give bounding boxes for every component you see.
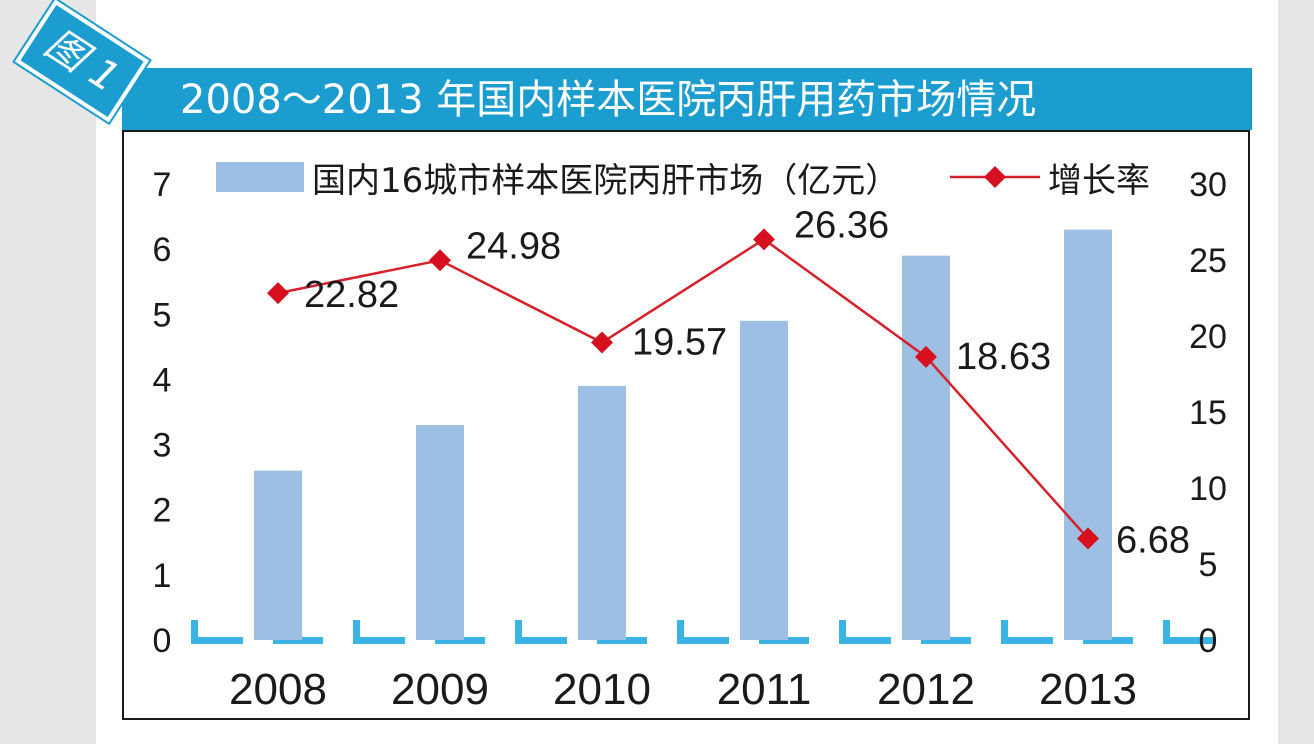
data-label-2012: 18.63: [956, 336, 1051, 378]
title-banner: [122, 68, 1252, 130]
axis-dash-tick: [1163, 620, 1170, 644]
axis-dash: [1083, 637, 1133, 644]
marker-2011: [753, 228, 775, 251]
bar-2013: [1064, 229, 1112, 640]
y-right-tick: 10: [1189, 470, 1227, 508]
axis-dash-tick: [1001, 620, 1008, 644]
y-left-tick: 3: [153, 427, 172, 465]
data-label-2008: 22.82: [304, 274, 399, 316]
y-left-tick: 7: [153, 166, 172, 204]
chart-title: 2008～2013 年国内样本医院丙肝用药市场情况: [180, 77, 1037, 123]
x-tick-2012: 2012: [877, 665, 975, 714]
growth-line: [277, 237, 1089, 540]
y-right-tick: 15: [1189, 394, 1227, 432]
y-left-tick: 1: [153, 557, 172, 595]
x-tick-2010: 2010: [553, 665, 651, 714]
axis-dash: [839, 637, 891, 644]
bar-2008: [254, 470, 302, 640]
bar-2011: [740, 320, 788, 640]
y-right-tick: 20: [1189, 318, 1227, 356]
marker-2013: [1077, 527, 1099, 550]
axis-dash-tick: [515, 620, 522, 644]
y-left-tick: 2: [153, 492, 172, 530]
bar-series: [254, 229, 1112, 640]
y-left-tick: 5: [153, 296, 172, 334]
x-axis-ticks: 2008 2009 2010 2011 2012 2013: [229, 665, 1137, 714]
axis-dash: [1163, 637, 1215, 644]
marker-2009: [429, 249, 451, 272]
data-label-2011: 26.36: [794, 204, 889, 246]
marker-2008: [267, 282, 289, 305]
axis-dash: [597, 637, 647, 644]
bar-2012: [902, 255, 950, 640]
y-left-tick: 0: [153, 622, 172, 660]
y-axis-left-ticks: 0 1 2 3 4 5 6 7: [153, 166, 172, 660]
legend-line-label: 增长率: [1048, 161, 1150, 201]
legend: 国内16城市样本医院丙肝市场（亿元） 增长率: [216, 161, 1150, 201]
axis-dash-tick: [839, 620, 846, 644]
x-axis-dashes: [191, 620, 1215, 644]
legend-bar-label: 国内16城市样本医院丙肝市场（亿元）: [312, 161, 899, 201]
axis-dash: [353, 637, 405, 644]
legend-bar-swatch: [216, 162, 304, 192]
data-label-2010: 19.57: [632, 322, 727, 364]
y-left-tick: 4: [153, 361, 172, 399]
legend-line-marker: [984, 166, 1006, 188]
marker-2010: [591, 331, 613, 354]
axis-dash: [1001, 637, 1053, 644]
y-right-tick: 0: [1199, 622, 1218, 660]
axis-dash: [435, 637, 485, 644]
bar-2010: [578, 385, 626, 640]
axis-dash: [515, 637, 567, 644]
x-tick-2011: 2011: [717, 665, 812, 714]
y-right-tick: 30: [1189, 166, 1227, 204]
y-right-tick: 5: [1199, 546, 1218, 584]
growth-markers: [267, 228, 1099, 550]
bar-2009: [416, 425, 464, 640]
x-tick-2013: 2013: [1039, 665, 1137, 714]
x-tick-2009: 2009: [391, 665, 489, 714]
data-label-2013: 6.68: [1116, 519, 1190, 561]
axis-dash-tick: [677, 620, 684, 644]
axis-dash-tick: [353, 620, 360, 644]
axis-dash: [273, 637, 323, 644]
axis-dash-tick: [191, 620, 198, 644]
axis-dash: [677, 637, 729, 644]
axis-dash: [191, 637, 243, 644]
chart-frame: [122, 130, 1250, 720]
y-axis-right-ticks: 0 5 10 15 20 25 30: [1189, 166, 1227, 660]
y-right-tick: 25: [1189, 242, 1227, 280]
y-left-tick: 6: [153, 231, 172, 269]
growth-line-series: [277, 237, 1089, 540]
marker-2012: [915, 345, 937, 368]
x-tick-2008: 2008: [229, 665, 327, 714]
axis-dash: [759, 637, 809, 644]
data-label-2009: 24.98: [466, 225, 561, 267]
axis-dash: [921, 637, 971, 644]
data-labels: 22.82 24.98 19.57 26.36 18.63 6.68: [304, 204, 1190, 561]
